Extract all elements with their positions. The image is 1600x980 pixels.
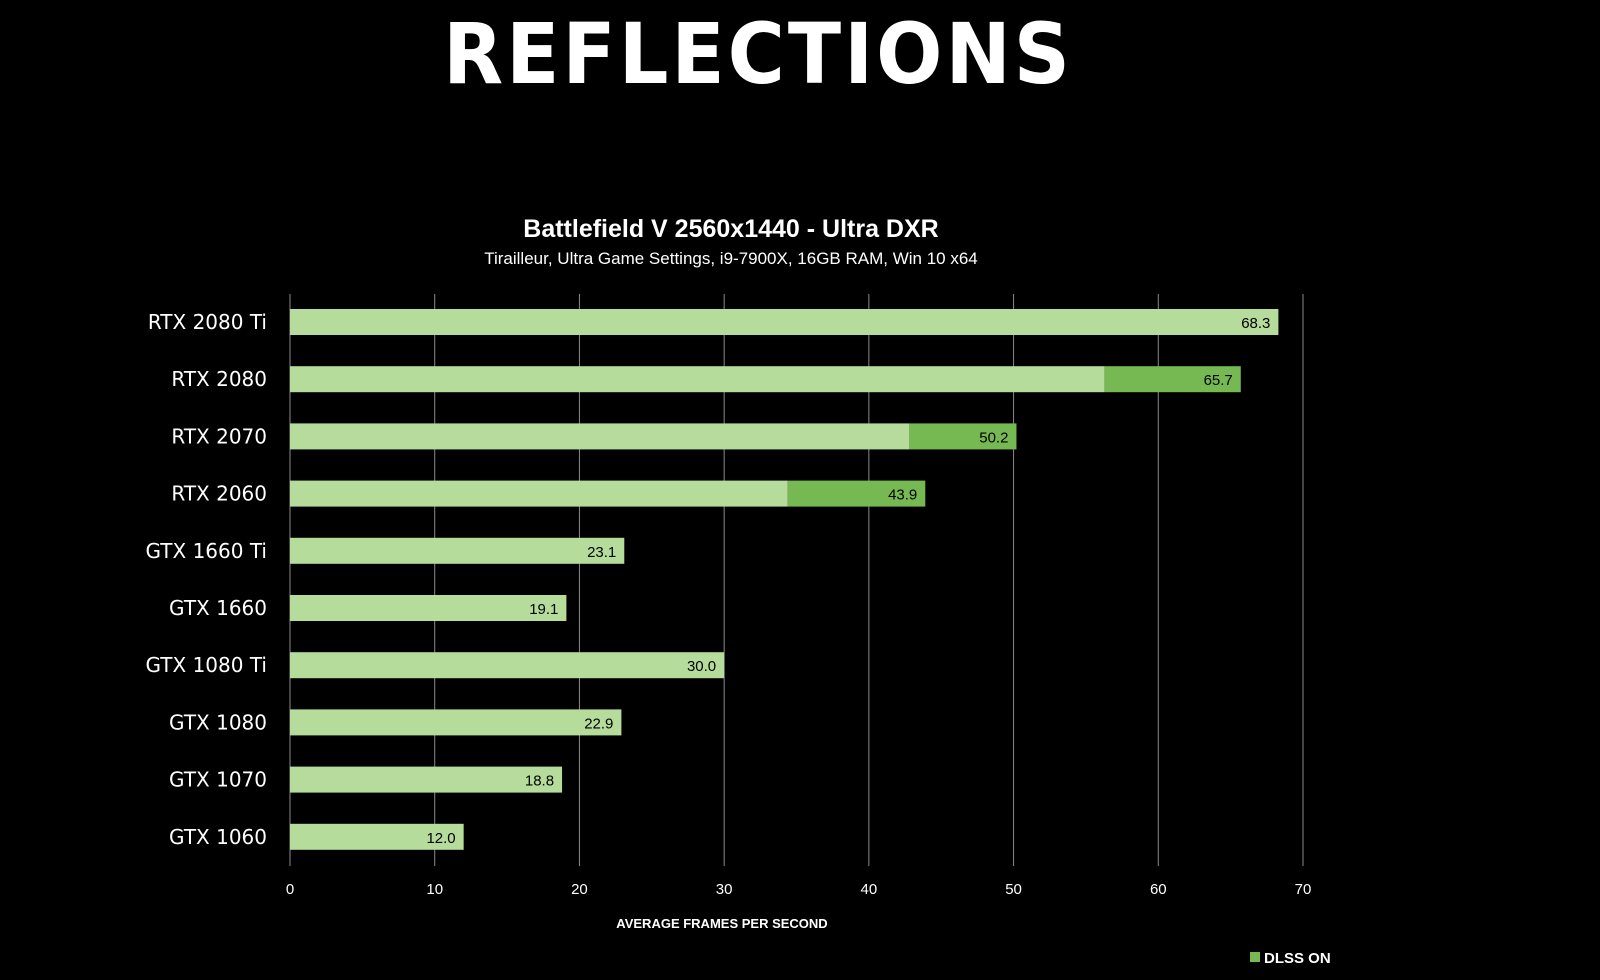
bar-base	[290, 595, 567, 621]
x-tick-label: 70	[1295, 881, 1312, 898]
x-tick-labels: 0 10 20 30 40 50 60 70	[286, 881, 1312, 898]
data-label: 19.1	[529, 601, 558, 618]
x-tick-label: 50	[1005, 881, 1022, 898]
category-label: GTX 1080 Ti	[146, 653, 267, 677]
bar-base	[290, 366, 1105, 393]
legend: DLSS ON	[1250, 950, 1331, 967]
data-label: 50.2	[979, 429, 1008, 446]
category-label: RTX 2080 Ti	[148, 310, 267, 334]
x-tick-label: 10	[426, 881, 443, 898]
data-label: 30.0	[687, 658, 716, 675]
bar-base	[290, 766, 563, 793]
legend-swatch	[1250, 952, 1260, 962]
data-label: 12.0	[426, 830, 455, 847]
bar-base	[290, 537, 625, 564]
legend-label: DLSS ON	[1264, 950, 1331, 967]
category-label: RTX 2060	[171, 482, 267, 506]
bar-base	[290, 309, 1279, 335]
category-label: GTX 1660 Ti	[146, 539, 267, 563]
slide-title: REFLECTIONS	[443, 6, 1073, 104]
data-label: 23.1	[587, 544, 616, 561]
bar-dlss-on	[1104, 366, 1241, 393]
x-tick-label: 40	[861, 881, 878, 898]
bar-base	[290, 823, 464, 850]
chart-title: Battlefield V 2560x1440 - Ultra DXR	[523, 215, 938, 243]
x-tick-label: 30	[716, 881, 733, 898]
chart-subtitle: Tirailleur, Ultra Game Settings, i9-7900…	[484, 249, 978, 268]
category-labels: RTX 2080 Ti RTX 2080 RTX 2070 RTX 2060 GTX 1…	[146, 310, 267, 849]
data-label: 18.8	[525, 773, 554, 790]
bar-base	[290, 423, 910, 450]
data-label: 65.7	[1204, 372, 1233, 389]
bar-dlss-on	[909, 423, 1017, 450]
x-axis-title: AVERAGE FRAMES PER SECOND	[616, 916, 827, 931]
bar-base	[290, 480, 788, 507]
data-label: 43.9	[888, 487, 917, 504]
bar-base	[290, 709, 622, 736]
data-label: 68.3	[1241, 315, 1270, 332]
bar-base	[290, 652, 725, 679]
bars: 68.3 65.7 50.2 43.9 23.1 19.1 30.0 22.9 18.8 12.0	[290, 309, 1279, 850]
bar-dlss-on	[787, 480, 926, 507]
category-label: GTX 1080	[169, 710, 267, 734]
category-label: RTX 2070	[171, 424, 267, 448]
category-label: GTX 1660	[169, 596, 267, 620]
x-tick-label: 0	[286, 881, 294, 898]
x-tick-label: 60	[1150, 881, 1167, 898]
category-label: RTX 2080	[171, 367, 267, 391]
data-label: 22.9	[584, 715, 613, 732]
category-label: GTX 1070	[169, 768, 267, 792]
x-tick-label: 20	[571, 881, 588, 898]
category-label: GTX 1060	[169, 825, 267, 849]
